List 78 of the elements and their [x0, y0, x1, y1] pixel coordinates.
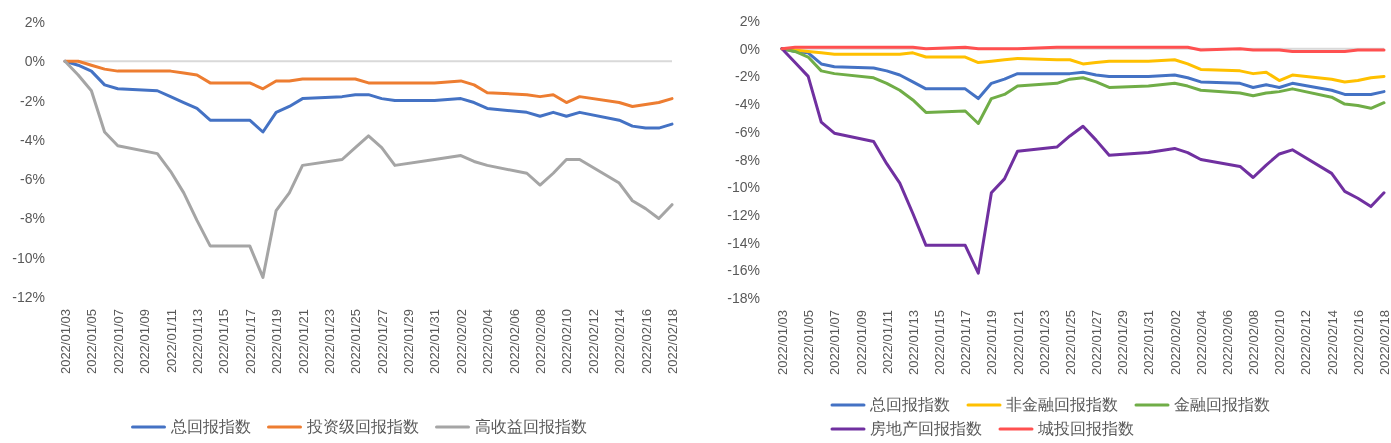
x-tick-label: 2022/02/06	[1219, 310, 1235, 376]
y-tick-label: -14%	[727, 234, 760, 251]
x-tick-label: 2022/02/06	[506, 309, 522, 375]
x-tick-label: 2022/01/29	[1115, 310, 1131, 376]
x-tick-label: 2022/01/09	[853, 310, 869, 376]
legend-label: 总回报指数	[869, 396, 950, 413]
x-tick-label: 2022/01/31	[1141, 310, 1157, 376]
x-tick-label: 2022/02/02	[1167, 310, 1183, 376]
x-tick-label: 2022/01/27	[1089, 310, 1105, 376]
y-tick-label: -8%	[20, 210, 45, 227]
y-tick-label: 2%	[24, 14, 45, 30]
y-tick-label: -4%	[20, 131, 45, 148]
x-tick-label: 2022/01/09	[137, 309, 153, 375]
line-series	[780, 47, 1386, 275]
x-tick-label: 2022/01/07	[827, 310, 843, 376]
x-tick-label: 2022/01/15	[216, 309, 232, 375]
y-tick-label: -2%	[20, 92, 45, 109]
x-tick-label: 2022/02/18	[665, 309, 680, 375]
x-tick-label: 2022/01/27	[374, 309, 390, 375]
x-tick-label: 2022/01/13	[189, 309, 205, 375]
x-tick-label: 2022/01/05	[84, 309, 100, 375]
x-tick-label: 2022/02/10	[1272, 310, 1288, 376]
x-tick-label: 2022/01/23	[1036, 310, 1052, 376]
x-tick-label: 2022/02/10	[559, 309, 575, 375]
x-tick-label: 2022/01/17	[958, 310, 974, 376]
line-series	[63, 59, 674, 279]
x-tick-label: 2022/01/25	[348, 309, 364, 375]
y-tick-label: 0%	[24, 53, 45, 70]
legend-label: 房地产回报指数	[870, 420, 982, 437]
y-tick-label: -16%	[727, 262, 760, 279]
x-tick-label: 2022/01/29	[401, 309, 417, 375]
x-tick-label: 2022/02/08	[1246, 310, 1262, 376]
x-tick-label: 2022/02/16	[638, 309, 654, 375]
x-tick-label: 2022/01/17	[242, 309, 258, 375]
x-tick-label: 2022/02/04	[480, 309, 496, 375]
legend-label: 投资级回报指数	[305, 418, 419, 435]
x-tick-label: 2022/01/03	[775, 310, 790, 376]
x-tick-label: 2022/02/18	[1377, 310, 1391, 376]
x-tick-label: 2022/01/19	[984, 310, 1000, 376]
x-tick-label: 2022/01/03	[58, 309, 73, 375]
x-tick-label: 2022/01/21	[295, 309, 311, 375]
x-tick-label: 2022/01/15	[932, 310, 948, 376]
y-tick-label: -6%	[20, 171, 45, 188]
legend-label: 城投回报指数	[1037, 420, 1134, 437]
y-tick-label: -10%	[727, 179, 760, 196]
x-tick-label: 2022/01/31	[427, 309, 443, 375]
x-tick-label: 2022/01/19	[269, 309, 285, 375]
legend-label: 非金融回报指数	[1006, 396, 1118, 413]
x-tick-label: 2022/02/14	[1324, 310, 1340, 376]
legend-label: 总回报指数	[169, 418, 251, 435]
y-tick-label: 2%	[739, 13, 760, 29]
x-tick-label: 2022/02/02	[453, 309, 469, 375]
y-tick-label: -2%	[735, 68, 760, 85]
x-tick-label: 2022/02/14	[612, 309, 628, 375]
x-tick-label: 2022/02/12	[1298, 310, 1314, 376]
legend-label: 高收益回报指数	[474, 418, 587, 435]
x-tick-label: 2022/01/23	[321, 309, 337, 375]
x-tick-label: 2022/02/12	[585, 309, 601, 375]
y-tick-label: -4%	[735, 96, 760, 113]
line-series	[63, 59, 674, 108]
x-tick-label: 2022/01/07	[110, 309, 126, 375]
y-tick-label: -6%	[735, 123, 760, 140]
legend-label: 金融回报指数	[1174, 396, 1270, 413]
y-tick-label: -18%	[727, 290, 760, 306]
x-tick-label: 2022/02/16	[1350, 310, 1366, 376]
x-tick-label: 2022/01/13	[905, 310, 921, 376]
y-tick-label: -12%	[12, 289, 45, 305]
y-tick-label: 0%	[739, 40, 760, 57]
y-tick-label: -12%	[727, 206, 760, 223]
x-tick-label: 2022/01/11	[879, 310, 895, 375]
x-tick-label: 2022/01/21	[1010, 310, 1026, 376]
y-tick-label: -10%	[12, 249, 45, 266]
x-tick-label: 2022/01/25	[1062, 310, 1078, 376]
x-tick-label: 2022/02/04	[1193, 310, 1209, 376]
y-tick-label: -8%	[735, 151, 760, 168]
x-tick-label: 2022/02/08	[533, 309, 549, 375]
x-tick-label: 2022/01/11	[163, 309, 179, 374]
x-tick-label: 2022/01/05	[801, 310, 817, 376]
